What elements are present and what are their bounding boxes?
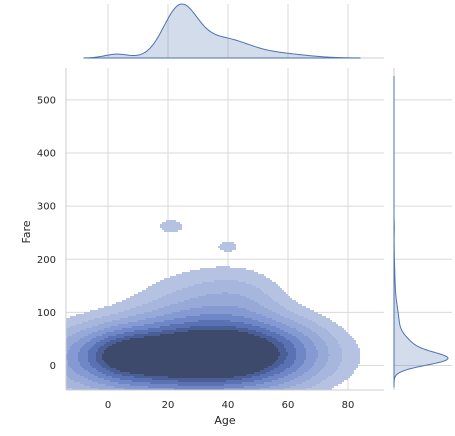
x-tick-label: 20 <box>162 400 175 411</box>
age-density-curve <box>83 3 361 59</box>
fare-marginal-density <box>393 68 452 390</box>
y-tick-label: 300 <box>37 202 56 213</box>
joint-density-contours <box>66 220 360 390</box>
y-tick-labels: 0 100 200 300 400 500 <box>37 95 56 372</box>
y-tick-label: 100 <box>37 308 56 319</box>
y-tick-label: 500 <box>37 95 56 106</box>
y-tick-label: 0 <box>50 361 56 372</box>
x-tick-label: 80 <box>342 400 355 411</box>
y-axis-label: Fare <box>20 220 33 243</box>
x-tick-label: 40 <box>222 400 235 411</box>
age-marginal-density <box>83 3 384 59</box>
y-tick-label: 400 <box>37 149 56 160</box>
density-level-8 <box>102 330 280 378</box>
y-tick-label: 200 <box>37 255 56 266</box>
fare-density-curve <box>393 75 449 388</box>
x-tick-labels: 0 20 40 60 80 <box>105 400 355 411</box>
x-axis-label: Age <box>214 414 236 427</box>
x-tick-label: 60 <box>282 400 295 411</box>
x-tick-label: 0 <box>105 400 111 411</box>
main-axes-frame <box>65 68 384 391</box>
